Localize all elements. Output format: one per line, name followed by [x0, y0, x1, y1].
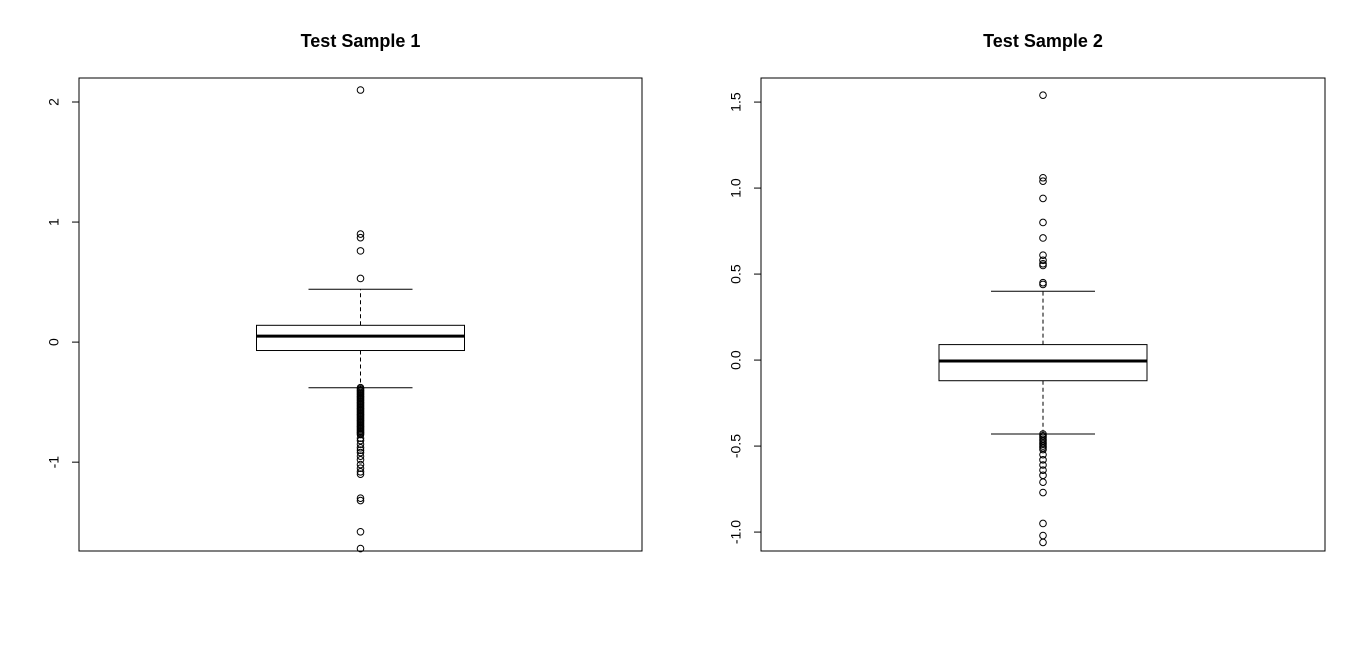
outlier-point: [1039, 519, 1047, 528]
y-tick-label: -0.5: [728, 434, 744, 458]
outlier-point: [1039, 177, 1047, 185]
outlier-point: [356, 430, 365, 439]
outlier-point: [356, 233, 365, 242]
plot-frame: [760, 77, 1326, 552]
outlier-point: [356, 448, 365, 457]
outlier-point: [356, 440, 365, 448]
outlier-point: [356, 452, 365, 460]
boxplot-panel-1: Test Sample 1 -1 0 1 2: [46, 31, 643, 553]
outlier-point: [356, 494, 365, 502]
y-tick-label: 0.5: [728, 264, 744, 284]
outlier-point: [356, 436, 365, 445]
outlier-point: [356, 247, 365, 255]
outlier-point: [356, 434, 365, 442]
outlier-point: [1039, 280, 1047, 289]
chart-title: Test Sample 2: [983, 31, 1103, 51]
y-tick-label: 0: [46, 338, 62, 346]
y-tick-label: 2: [46, 98, 62, 106]
plot-frame: [78, 77, 643, 552]
y-tick-label: 0.0: [728, 350, 744, 370]
outlier-point: [356, 443, 365, 452]
outlier-point: [356, 230, 365, 238]
outlier-point: [1039, 234, 1047, 242]
outlier-point: [1039, 256, 1047, 265]
outlier-point: [1039, 538, 1047, 547]
outlier-point: [1039, 261, 1047, 270]
y-tick-label: 1: [46, 218, 62, 226]
outlier-point: [1039, 91, 1047, 99]
outlier-point: [356, 455, 365, 464]
iqr-box: [256, 324, 465, 352]
outlier-point: [1039, 531, 1047, 540]
outlier-point: [1039, 466, 1047, 474]
outlier-point: [356, 464, 365, 472]
outlier-point: [1039, 445, 1047, 454]
y-tick-label: 1.0: [728, 178, 744, 198]
outlier-point: [356, 496, 365, 505]
outlier-point: [1039, 218, 1047, 227]
outlier-point: [356, 467, 365, 476]
y-tick-label: -1: [46, 456, 62, 469]
boxplot-panel-2: Test Sample 2 -1.0 -0.5 0.0 0.5 1.0 1.5: [728, 31, 1326, 552]
chart-title: Test Sample 1: [301, 31, 421, 51]
outlier-point: [1039, 461, 1047, 469]
outlier-point: [1039, 456, 1047, 464]
outlier-point: [356, 274, 365, 283]
outlier-point: [1039, 251, 1047, 259]
outlier-point: [356, 470, 365, 478]
outlier-point: [1039, 488, 1047, 497]
outlier-point: [356, 86, 365, 94]
outlier-point: [356, 460, 365, 469]
y-tick-label: 1.5: [728, 92, 744, 112]
outlier-point: [356, 544, 365, 553]
outlier-point: [1039, 450, 1047, 459]
iqr-box: [938, 344, 1148, 382]
outlier-point: [1039, 173, 1047, 182]
y-tick-label: -1.0: [728, 520, 744, 544]
outlier-point: [356, 446, 365, 454]
outlier-point: [356, 527, 365, 536]
outlier-point: [1039, 194, 1047, 203]
outlier-point: [1039, 478, 1047, 487]
